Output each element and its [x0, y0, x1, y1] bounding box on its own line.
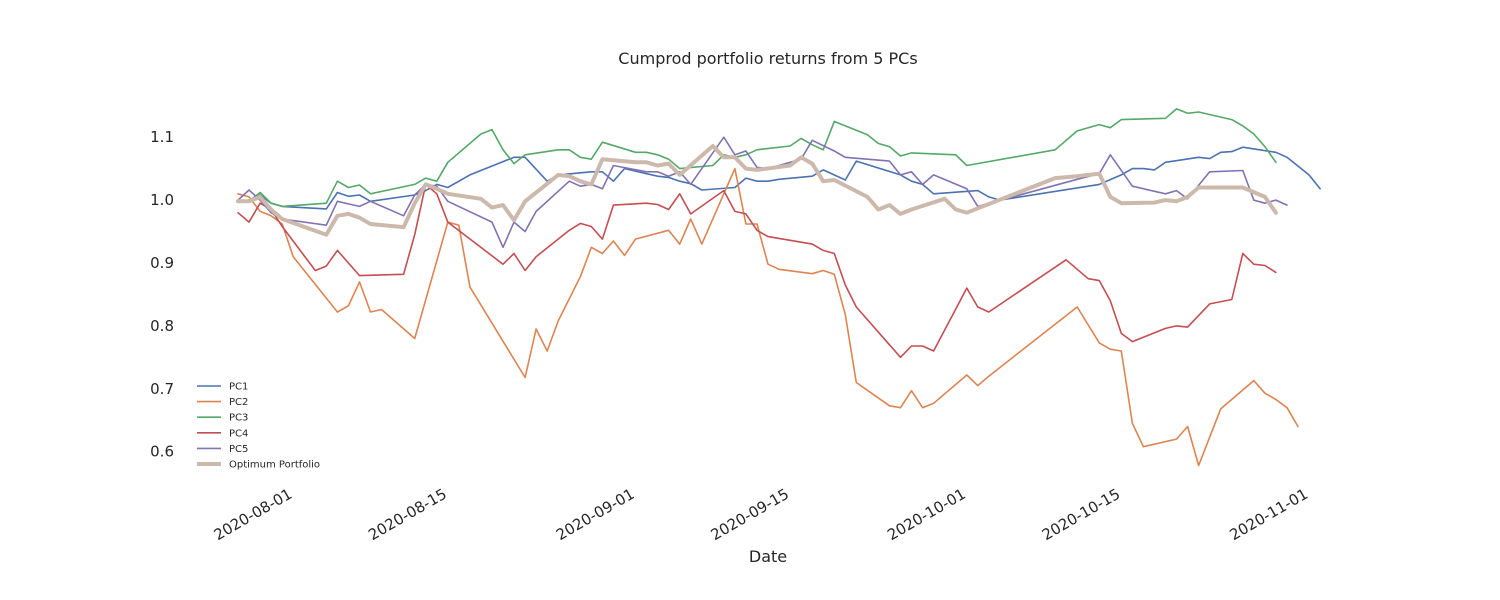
series-line-pc4 [237, 183, 1277, 359]
x-tick-label: 2020-08-01 [211, 485, 296, 544]
legend-label: PC2 [229, 397, 248, 408]
x-tick-label: 2020-10-15 [1039, 485, 1124, 544]
legend-label: PC5 [229, 444, 248, 455]
y-tick-label: 1.0 [150, 191, 174, 209]
x-tick-label: 2020-10-01 [884, 485, 969, 544]
x-tick-label: 2020-11-01 [1227, 485, 1312, 544]
chart-title: Cumprod portfolio returns from 5 PCs [618, 49, 917, 68]
y-axis-ticks: 0.6 0.7 0.8 0.9 1.0 1.1 [150, 128, 174, 461]
legend-label: PC1 [229, 382, 248, 393]
x-tick-label: 2020-08-15 [365, 485, 450, 544]
y-tick-label: 1.1 [150, 128, 174, 146]
x-axis-label: Date [749, 547, 787, 566]
series-line-optimum-portfolio [236, 144, 1278, 237]
x-tick-label: 2020-09-01 [553, 485, 638, 544]
series-layer [236, 108, 1321, 467]
series-line-pc2 [237, 167, 1299, 467]
series-line-pc3 [237, 108, 1277, 208]
y-tick-label: 0.6 [150, 443, 174, 461]
x-tick-label: 2020-09-15 [708, 485, 793, 544]
y-tick-label: 0.8 [150, 317, 174, 335]
legend-label: PC4 [229, 428, 248, 439]
legend: PC1 PC2 PC3 PC4 PC5 Optimum Portfolio [197, 382, 320, 471]
x-axis-ticks: 2020-08-01 2020-08-15 2020-09-01 2020-09-15… [211, 485, 1311, 544]
series-line-pc5 [237, 136, 1288, 249]
legend-label: PC3 [229, 413, 248, 424]
y-tick-label: 0.7 [150, 380, 174, 398]
legend-label: Optimum Portfolio [229, 460, 320, 471]
series-line-pc1 [237, 146, 1321, 210]
y-tick-label: 0.9 [150, 254, 174, 272]
